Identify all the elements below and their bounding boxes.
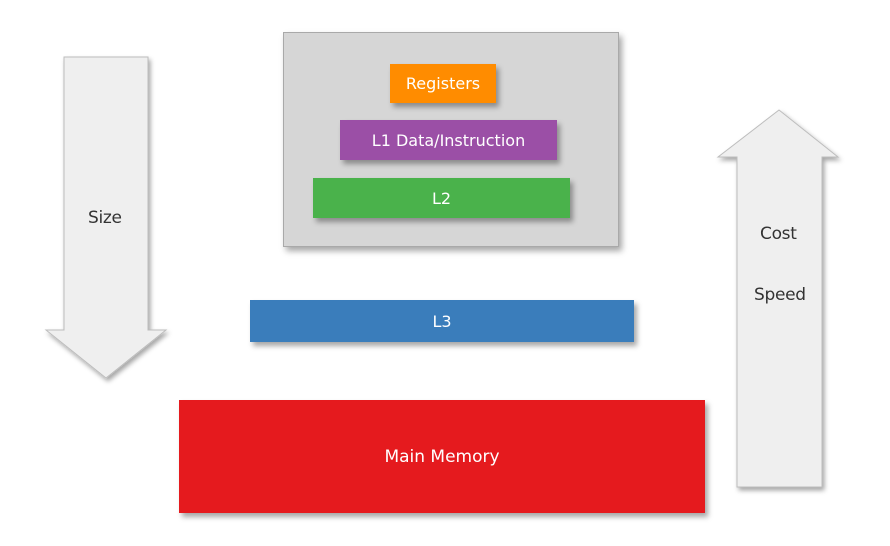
- cost-speed-up-arrow: Cost Speed: [710, 105, 850, 500]
- l1-cache-block: L1 Data/Instruction: [340, 120, 557, 160]
- l3-cache-block: L3: [250, 300, 634, 342]
- cost-label: Cost: [760, 224, 797, 244]
- registers-label: Registers: [405, 74, 481, 93]
- l1-label: L1 Data/Instruction: [371, 130, 526, 150]
- main-memory-label: Main Memory: [384, 446, 500, 467]
- size-down-arrow: Size: [40, 52, 175, 387]
- l3-label: L3: [432, 311, 452, 331]
- l2-label: L2: [431, 188, 452, 208]
- down-arrow-icon: [44, 56, 168, 379]
- registers-block: Registers: [390, 64, 496, 103]
- up-arrow-icon: [716, 109, 840, 488]
- main-memory-block: Main Memory: [179, 400, 705, 513]
- speed-label: Speed: [754, 285, 806, 305]
- l2-cache-block: L2: [313, 178, 570, 218]
- size-label: Size: [88, 208, 122, 228]
